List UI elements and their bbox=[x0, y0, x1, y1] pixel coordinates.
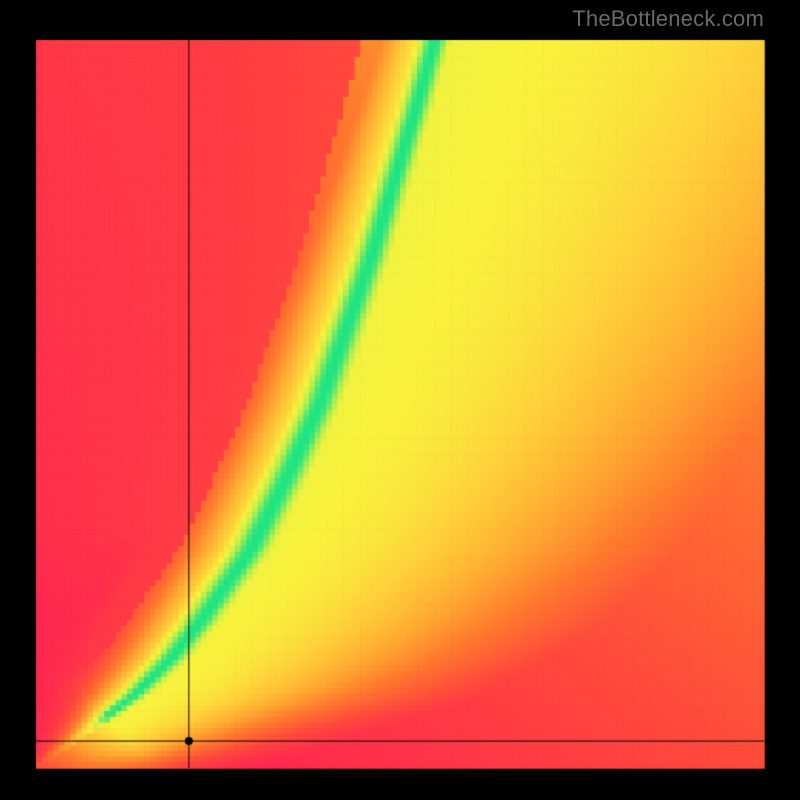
figure-container: TheBottleneck.com bbox=[0, 0, 800, 800]
heatmap-canvas bbox=[0, 0, 800, 800]
watermark-text: TheBottleneck.com bbox=[572, 6, 764, 32]
